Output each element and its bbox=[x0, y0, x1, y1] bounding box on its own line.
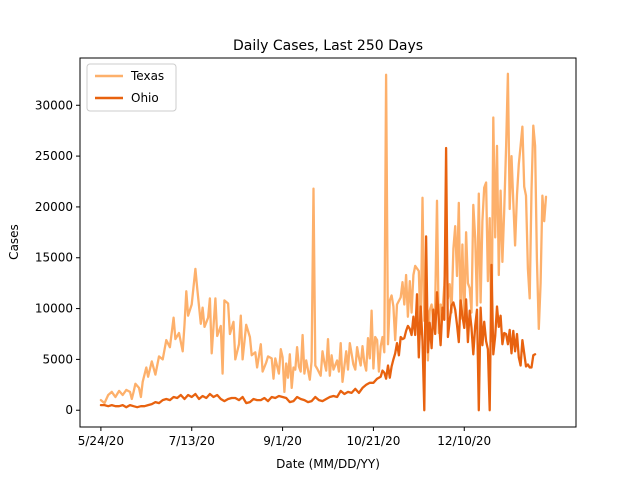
axes-frame bbox=[79, 57, 577, 428]
x-tick-label: 5/24/20 bbox=[78, 434, 124, 448]
legend: Texas Ohio bbox=[86, 63, 177, 112]
x-tick-label: 12/10/20 bbox=[437, 434, 491, 448]
x-tick-label: 7/13/20 bbox=[169, 434, 215, 448]
series-lines bbox=[99, 72, 548, 412]
y-tick-label: 0 bbox=[65, 403, 73, 417]
legend-label-texas: Texas bbox=[130, 69, 164, 83]
y-tick-label: 15000 bbox=[35, 251, 73, 265]
x-tick-label: 10/21/20 bbox=[346, 434, 400, 448]
y-axis-label: Cases bbox=[7, 224, 21, 260]
y-tick-label: 10000 bbox=[35, 302, 73, 316]
x-tick-label: 9/1/20 bbox=[263, 434, 302, 448]
y-axis-ticks: 0 5000 10000 15000 20000 25000 30000 bbox=[35, 98, 80, 417]
legend-label-ohio: Ohio bbox=[131, 91, 159, 105]
y-tick-label: 25000 bbox=[35, 149, 73, 163]
y-tick-label: 5000 bbox=[42, 352, 73, 366]
chart-title: Daily Cases, Last 250 Days bbox=[233, 38, 423, 54]
x-axis-ticks: 5/24/20 7/13/20 9/1/20 10/21/20 12/10/20 bbox=[78, 427, 491, 448]
series-line-ohio bbox=[99, 146, 537, 412]
series-line-texas bbox=[99, 72, 548, 405]
y-tick-label: 20000 bbox=[35, 200, 73, 214]
y-tick-label: 30000 bbox=[35, 98, 73, 112]
x-axis-label: Date (MM/DD/YY) bbox=[276, 457, 380, 471]
